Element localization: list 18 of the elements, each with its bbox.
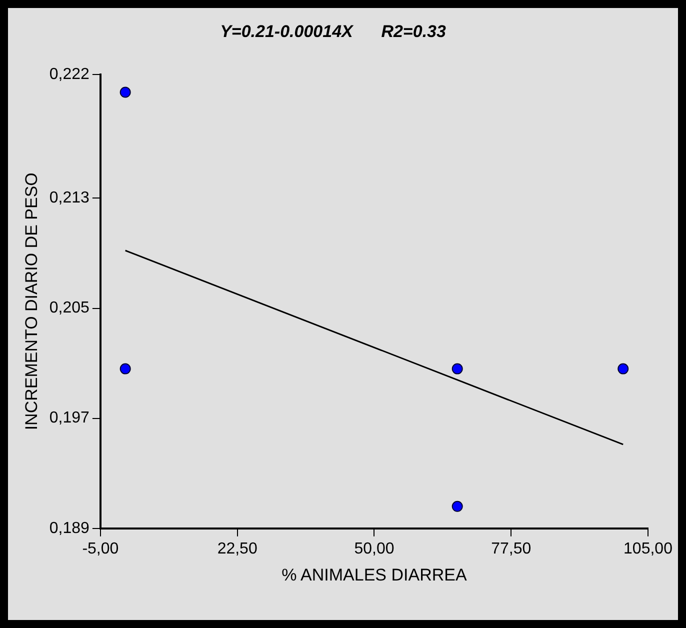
point — [120, 363, 131, 374]
y-axis-title: INCREMENTO DIARIO DE PESO — [22, 172, 41, 430]
point — [452, 500, 463, 512]
point — [452, 363, 463, 374]
point — [618, 363, 629, 374]
x-axis-title: % ANIMALES DIARREA — [282, 565, 468, 584]
y-tick-label: 0,222 — [49, 66, 90, 83]
y-tick-label: 0,197 — [49, 410, 90, 427]
x-tick-label: 77,50 — [491, 540, 532, 558]
chart-title: Y=0.21-0.00014X R2=0.33 — [220, 22, 446, 41]
x-tick-label: 50,00 — [354, 540, 394, 558]
y-tick-label: 0,205 — [49, 300, 90, 317]
x-tick-label: 105,00 — [624, 540, 673, 558]
y-tick-label: 0,189 — [49, 520, 90, 537]
x-tick-label: 22,50 — [217, 540, 258, 558]
x-tick-label: -5,00 — [82, 540, 119, 558]
y-tick-label: 0,213 — [49, 190, 90, 207]
point — [120, 86, 131, 98]
